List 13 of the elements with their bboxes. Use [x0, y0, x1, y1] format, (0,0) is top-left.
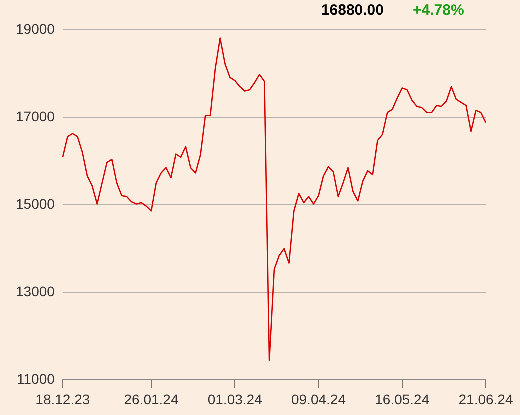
x-tick-label: 18.12.23 [36, 391, 90, 408]
x-tick-label: 26.01.24 [124, 391, 179, 408]
x-tick-label: 16.05.24 [375, 391, 430, 408]
y-tick-label: 17000 [16, 108, 56, 124]
y-tick-label: 15000 [16, 196, 56, 212]
x-tick-label: 01.03.24 [208, 391, 263, 408]
y-tick-label: 11000 [17, 371, 56, 388]
text: +4.78% [413, 2, 464, 20]
x-tick-label: 09.04.24 [291, 391, 346, 408]
y-tick-label: 19000 [16, 20, 56, 37]
x-tick-label: 21.06.24 [458, 391, 514, 408]
text: 16880.00 [321, 2, 384, 20]
y-tick-label: 13000 [16, 284, 56, 300]
